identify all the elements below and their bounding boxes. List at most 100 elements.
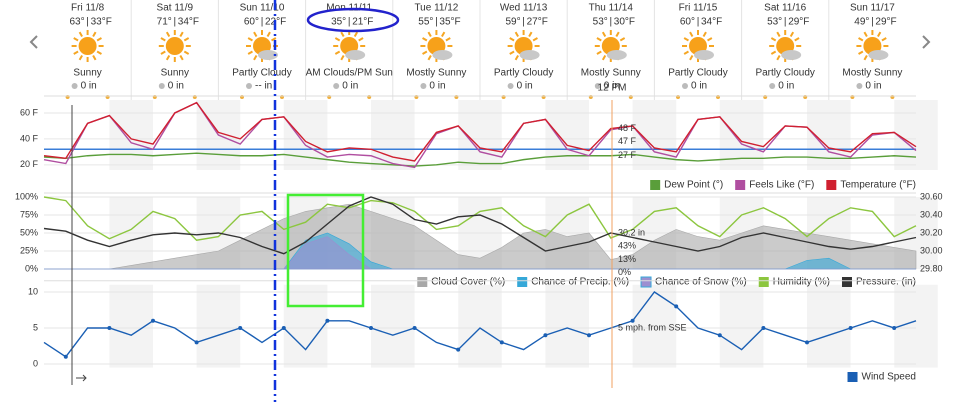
temp-divider: | <box>784 17 787 28</box>
y-tick-label: 25% <box>20 245 38 255</box>
legend-label: Wind Speed <box>862 372 916 383</box>
sun-ray <box>776 55 781 61</box>
day-date: Thu 11/14 <box>589 3 634 14</box>
day-precip: 0 in <box>81 81 97 92</box>
day-high: 59° <box>505 17 520 28</box>
sun-ray <box>619 37 626 42</box>
day-date: Fri 11/15 <box>679 3 718 14</box>
wind-marker <box>499 340 504 345</box>
sun-ray <box>445 37 451 42</box>
legend-label: Temperature (°F) <box>840 180 916 191</box>
day-precip: 0 in <box>168 81 184 92</box>
legend-label: Chance of Snow (%) <box>655 277 747 288</box>
wind-marker <box>369 326 373 330</box>
wind-marker <box>892 326 897 330</box>
cloud <box>519 50 540 60</box>
night-band <box>371 284 415 368</box>
day-condition: Partly Cloudy <box>232 68 291 79</box>
weather-icon <box>420 30 453 62</box>
y-tick-label: 0 <box>33 358 38 368</box>
y-tick-label: 10 <box>28 286 38 296</box>
cloud <box>781 50 802 60</box>
day-high: 71° <box>157 17 172 28</box>
night-band <box>719 284 764 368</box>
day-condition: Sunny <box>73 68 101 79</box>
sun-ray <box>266 31 271 37</box>
sun-ray <box>73 37 79 42</box>
wind-marker <box>325 318 330 323</box>
day-low: 30°F <box>614 17 635 28</box>
readout: 48 F <box>618 123 637 133</box>
day-date: Sun 11/17 <box>850 3 895 14</box>
sun-ray <box>160 50 166 55</box>
wind-marker <box>63 354 68 359</box>
cloud <box>258 50 278 60</box>
prev-arrow[interactable] <box>29 35 38 49</box>
night-band <box>632 284 677 368</box>
night-band <box>545 284 589 368</box>
day-condition: Mostly Sunny <box>406 68 466 79</box>
sun-ray <box>96 50 102 55</box>
sun-ray <box>253 31 258 37</box>
day-condition: Sunny <box>161 68 189 79</box>
wind-marker <box>107 326 112 330</box>
precip-icon <box>594 83 601 89</box>
night-band <box>283 284 328 368</box>
sun-ray <box>770 50 777 55</box>
temp-divider: | <box>348 17 351 28</box>
wind-marker <box>151 318 155 323</box>
legend-swatch <box>758 277 769 287</box>
weather-icon <box>158 30 191 62</box>
day-condition: Partly Cloudy <box>755 68 814 79</box>
sun-ray <box>601 31 607 37</box>
precip-icon <box>158 83 165 89</box>
night-band <box>458 284 502 368</box>
readout: 5 mph. from SSE <box>618 322 687 332</box>
next-arrow[interactable] <box>922 35 931 49</box>
y2-tick-label: 29.80 <box>920 263 943 273</box>
line-series <box>43 152 917 167</box>
readout: 0% <box>618 267 631 277</box>
wind-marker <box>281 326 286 330</box>
precip-icon <box>682 83 688 89</box>
y-tick-label: 100% <box>15 191 38 201</box>
y2-tick-label: 30.60 <box>920 191 943 201</box>
legend-swatch <box>826 180 837 190</box>
sun-ray <box>165 55 171 61</box>
sun-ray <box>334 37 341 42</box>
legend-label: Chance of Precip. (%) <box>531 277 629 288</box>
wind-marker <box>761 326 766 330</box>
sun-ray <box>183 37 190 42</box>
sun-ray <box>92 31 97 37</box>
sun-ray <box>179 31 184 37</box>
weather-icon <box>856 30 889 62</box>
sun-ray <box>683 50 689 55</box>
weather-icon <box>246 30 278 62</box>
sun-ray <box>334 50 341 55</box>
readout: 13% <box>618 254 636 264</box>
night-band <box>545 100 589 170</box>
precip-icon <box>420 83 427 89</box>
day-high: 53° <box>767 17 782 28</box>
y-tick-label: 50% <box>20 227 38 237</box>
y-tick-label: 5 <box>33 322 38 332</box>
temp-divider: | <box>609 17 612 28</box>
temp-divider: | <box>261 17 264 28</box>
area-series <box>44 203 917 270</box>
sun-ray <box>422 50 428 55</box>
precip-icon <box>769 83 776 89</box>
wind-marker <box>238 326 243 330</box>
day-condition: AM Clouds/PM Sun <box>306 68 393 79</box>
day-date: Sat 11/9 <box>157 3 194 14</box>
legend-swatch <box>841 277 852 287</box>
sun-ray <box>770 37 777 42</box>
night-band <box>807 284 851 368</box>
day-date: Sat 11/16 <box>764 3 807 14</box>
temp-divider: | <box>86 17 89 28</box>
sun-ray <box>863 55 868 61</box>
weather-icon <box>682 30 714 62</box>
sun-ray <box>427 55 432 61</box>
area-series <box>44 236 916 270</box>
precip-icon <box>71 83 78 89</box>
sun-ray <box>509 37 515 42</box>
